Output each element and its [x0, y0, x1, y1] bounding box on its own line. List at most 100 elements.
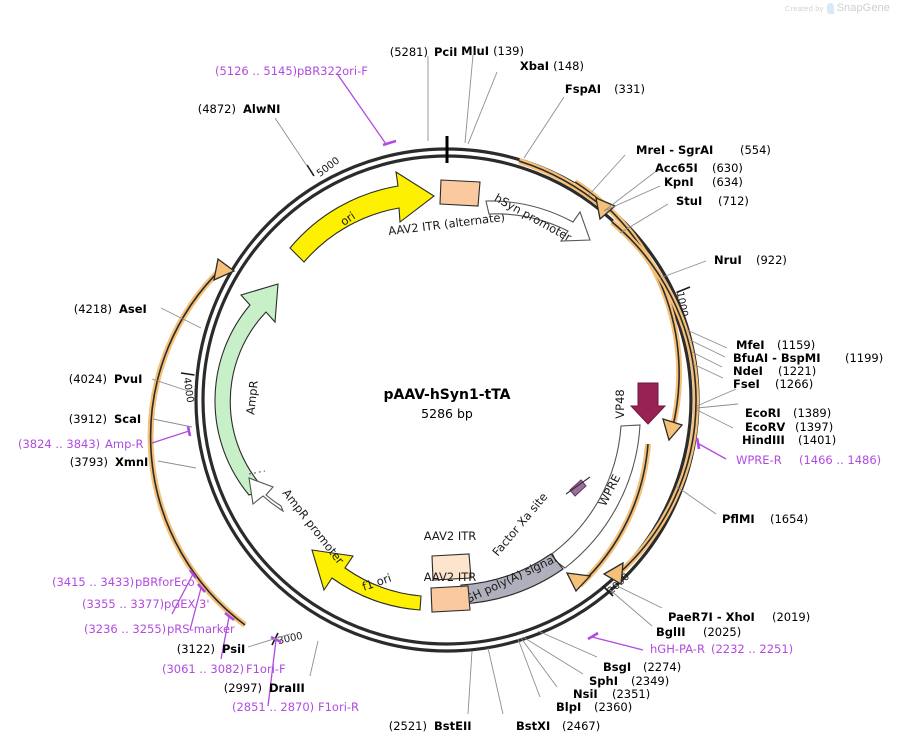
site-name-xbaI: XbaI — [520, 59, 549, 73]
site-pos-ecorv: (1397) — [795, 420, 833, 434]
primer-name-prs-marker: pRS-marker — [167, 622, 235, 636]
site-name-nruI: NruI — [714, 253, 742, 267]
site-label-mfeI[interactable]: MfeI (1159) — [736, 338, 815, 352]
site-pos-pvuI: (4024) — [69, 372, 107, 386]
feature-label-vp48: VP48 — [613, 389, 627, 418]
site-label-ecorv[interactable]: EcoRV (1397) — [745, 420, 833, 434]
feature-label-ampr: AmpR — [243, 380, 261, 416]
feature-vp48[interactable]: VP48 — [613, 382, 667, 425]
primer-range-pbrforeco: (3415 .. 3433) — [52, 575, 134, 589]
site-pos-scaI: (3912) — [69, 412, 107, 426]
site-label-bfuaI-bspmI[interactable]: BfuAI - BspMI (1199) — [733, 351, 883, 365]
primer-range-f1ori-r: (2851 .. 2870) — [232, 700, 314, 714]
site-label-bsteii[interactable]: (2521) BstEII — [389, 719, 472, 733]
site-pos-hindiii: (1401) — [798, 433, 836, 447]
primer-name-f1ori-r: F1ori-R — [318, 700, 359, 714]
primer-range-f1ori-f: (3061 .. 3082) — [162, 662, 244, 676]
primer-name-pgex-3prime: pGEX 3' — [164, 597, 210, 611]
feature-aav2-itr-lower[interactable]: AAV2 ITR — [424, 570, 477, 613]
site-name-pciI: PciI — [434, 45, 457, 59]
site-label-alwnI[interactable]: (4872) AlwNI — [198, 102, 281, 116]
site-pos-draiii: (2997) — [224, 681, 262, 695]
feature-wpre[interactable]: WPRE — [548, 424, 641, 569]
site-name-draiii: DraIII — [269, 681, 305, 695]
site-label-bsgI[interactable]: BsgI (2274) — [603, 660, 681, 674]
feature-ampr[interactable]: AmpR — [214, 283, 279, 496]
site-pos-nruI: (922) — [756, 253, 787, 267]
site-label-blpI[interactable]: BlpI (2360) — [556, 700, 632, 714]
site-pos-acc65I: (630) — [712, 161, 743, 175]
site-name-sphI: SphI — [589, 674, 618, 688]
primer-label-hgh-pa-r[interactable]: hGH-PA-R (2232 .. 2251) — [650, 642, 793, 656]
site-label-pciI[interactable]: (5281) PciI — [390, 45, 458, 59]
feature-label-aav2-itr-upper: AAV2 ITR — [424, 529, 477, 543]
primer-range-pbr322ori-f: (5126 .. 5145) — [215, 64, 297, 78]
site-label-paer7I-xhoI[interactable]: PaeR7I - XhoI (2019) — [668, 610, 810, 624]
site-label-bgliI[interactable]: BglII (2025) — [656, 625, 741, 639]
site-label-ecorI[interactable]: EcoRI (1389) — [745, 406, 831, 420]
watermark-created-by: Created by — [784, 3, 824, 13]
primer-name-wpre-r: WPRE-R — [736, 453, 782, 467]
site-pos-bsteii: (2521) — [389, 719, 427, 733]
site-label-bstxI[interactable]: BstXI (2467) — [516, 719, 600, 733]
site-label-fseI[interactable]: FseI (1266) — [733, 377, 813, 391]
site-name-mreI-sgraI: MreI - SgrAI — [636, 143, 713, 157]
site-label-mluI[interactable]: MluI (139) — [461, 44, 524, 58]
tick-label-5000: 5000 — [315, 155, 342, 179]
site-label-hindiii[interactable]: HindIII (1401) — [742, 433, 836, 447]
site-label-aseI[interactable]: (4218) AseI — [74, 302, 147, 316]
site-name-xmnI: XmnI — [115, 455, 148, 469]
plasmid-size: 5286 bp — [421, 406, 473, 421]
feature-ori[interactable]: ori — [289, 170, 435, 263]
primer-leader-lines — [151, 74, 727, 707]
primer-range-amp-r: (3824 .. 3843) — [18, 437, 100, 451]
primer-label-f1ori-f[interactable]: (3061 .. 3082) F1ori-F — [162, 662, 286, 676]
site-name-alwnI: AlwNI — [243, 102, 280, 116]
site-name-ecorI: EcoRI — [745, 406, 781, 420]
primer-name-f1ori-f: F1ori-F — [246, 662, 286, 676]
primer-label-amp-r[interactable]: (3824 .. 3843) Amp-R — [18, 437, 144, 451]
feature-aav2-itr-upper[interactable]: AAV2 ITR — [424, 529, 477, 581]
feature-ampr-promoter[interactable]: AmpR promoter — [248, 477, 347, 567]
feature-f1-ori[interactable]: f1 ori — [311, 549, 422, 611]
site-label-nruI[interactable]: NruI (922) — [714, 253, 787, 267]
feature-label-ori: ori — [338, 209, 358, 229]
site-name-nsiI: NsiI — [573, 687, 598, 701]
site-label-nsiI[interactable]: NsiI (2351) — [573, 687, 650, 701]
site-pos-bgliI: (2025) — [703, 625, 741, 639]
site-pos-pciI: (5281) — [390, 45, 428, 59]
site-label-mreI-sgraI[interactable]: MreI - SgrAI (554) — [636, 143, 771, 157]
site-name-hindiii: HindIII — [742, 433, 785, 447]
site-label-ndeI[interactable]: NdeI (1221) — [733, 364, 816, 378]
site-label-pflmI[interactable]: PflMI (1654) — [722, 512, 808, 526]
site-name-psiI: PsiI — [222, 642, 245, 656]
site-label-stuI[interactable]: StuI (712) — [676, 194, 749, 208]
site-label-xbaI[interactable]: XbaI (148) — [520, 59, 584, 73]
primer-label-pbr322ori-f[interactable]: (5126 .. 5145) pBR322ori-F — [215, 64, 368, 78]
site-name-bsteii: BstEII — [434, 719, 472, 733]
site-label-scaI[interactable]: (3912) ScaI — [69, 412, 141, 426]
primer-label-pgex-3prime[interactable]: (3355 .. 3377) pGEX 3' — [82, 597, 210, 611]
site-label-acc65I[interactable]: Acc65I (630) — [655, 161, 743, 175]
tick-label-3000: 3000 — [277, 631, 304, 647]
site-pos-mreI-sgraI: (554) — [740, 143, 771, 157]
site-pos-ndeI: (1221) — [778, 364, 816, 378]
site-name-acc65I: Acc65I — [655, 161, 698, 175]
site-pos-bsgI: (2274) — [643, 660, 681, 674]
site-name-stuI: StuI — [676, 194, 702, 208]
primer-label-f1ori-r[interactable]: (2851 .. 2870) F1ori-R — [232, 700, 359, 714]
site-label-sphI[interactable]: SphI (2349) — [589, 674, 669, 688]
site-label-xmnI[interactable]: (3793) XmnI — [70, 455, 149, 469]
site-label-draiii[interactable]: (2997) DraIII — [224, 681, 305, 695]
site-label-pvuI[interactable]: (4024) PvuI — [69, 372, 143, 386]
tick-label-4000: 4000 — [181, 377, 195, 404]
primer-label-pbrforeco[interactable]: (3415 .. 3433) pBRforEco — [52, 575, 195, 589]
site-pos-bfuaI-bspmI: (1199) — [845, 351, 883, 365]
primer-label-wpre-r[interactable]: WPRE-R (1466 .. 1486) — [736, 453, 881, 467]
site-pos-sphI: (2349) — [631, 674, 669, 688]
site-label-kpnI[interactable]: KpnI (634) — [664, 175, 743, 189]
primer-label-prs-marker[interactable]: (3236 .. 3255) pRS-marker — [84, 622, 235, 636]
site-label-fspaI[interactable]: FspAI (331) — [565, 82, 645, 96]
site-label-psiI[interactable]: (3122) PsiI — [177, 642, 246, 656]
